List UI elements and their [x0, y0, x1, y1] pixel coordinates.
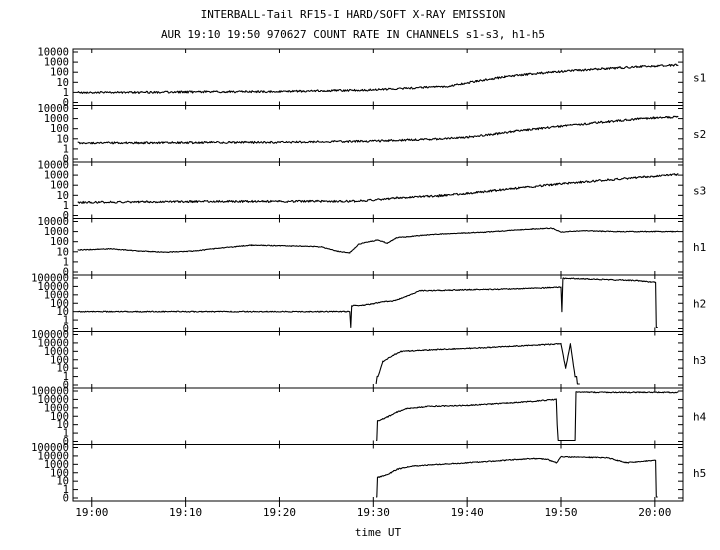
- panel-frame: [72, 387, 684, 445]
- y-tick-label: 0: [63, 436, 69, 448]
- y-tick-label: 10000: [37, 160, 69, 172]
- y-tick-label: 100: [50, 467, 69, 479]
- y-tick-label: 10: [56, 419, 69, 431]
- y-tick-label: 100: [50, 298, 69, 310]
- y-tick-label: 1000: [44, 226, 69, 238]
- series-line-h4: [376, 391, 679, 442]
- x-tick-label: 19:40: [451, 506, 484, 519]
- y-tick-label: 0: [63, 493, 69, 505]
- y-tick-label: 100: [50, 354, 69, 366]
- y-tick-label: 100: [50, 123, 69, 135]
- y-tick-label: 1: [63, 315, 69, 327]
- y-tick-label: 1000: [44, 170, 69, 182]
- y-tick-label: 0: [63, 154, 69, 166]
- y-tick-label: 10000: [37, 103, 69, 115]
- y-tick-label: 1: [63, 428, 69, 440]
- x-tick-label: 19:30: [357, 506, 390, 519]
- channel-label: h5: [693, 467, 706, 480]
- x-axis: 19:00 19:10 19:20 19:30 19:40 19:50 20:00: [75, 501, 671, 519]
- y-tick-label: 10000: [37, 450, 69, 462]
- series-line-h1: [77, 227, 679, 254]
- x-tick-label: 19:00: [75, 506, 108, 519]
- y-tick-label: 1000: [44, 346, 69, 358]
- y-tick-label: 1: [63, 87, 69, 99]
- y-tick-label: 10000: [37, 216, 69, 228]
- y-tick-label: 100000: [31, 329, 69, 341]
- x-tick-label: 19:50: [544, 506, 577, 519]
- y-tick-label: 0: [63, 323, 69, 335]
- x-tick-label: 20:00: [638, 506, 671, 519]
- y-tick-label: 1000: [44, 459, 69, 471]
- y-tick-label: 1000: [44, 402, 69, 414]
- y-tick-label: 1: [63, 256, 69, 268]
- x-tick-label: 19:20: [263, 506, 296, 519]
- y-tick-label: 0: [63, 97, 69, 109]
- y-tick-label: 1: [63, 371, 69, 383]
- channel-label: h1: [693, 241, 706, 254]
- y-tick-label: 100: [50, 236, 69, 248]
- channel-label: h2: [693, 297, 706, 310]
- y-tick-label: 10000: [37, 394, 69, 406]
- x-tick-label: 19:10: [169, 506, 202, 519]
- channel-label: s1: [693, 71, 706, 84]
- series-line-s2: [77, 115, 679, 145]
- series-line-s1: [77, 63, 679, 94]
- chart-title: INTERBALL-Tail RF15-I HARD/SOFT X-RAY EM…: [201, 8, 506, 21]
- y-tick-label: 100000: [31, 442, 69, 454]
- channel-label: s2: [693, 128, 706, 141]
- y-tick-label: 0: [63, 210, 69, 222]
- channel-label: h3: [693, 354, 706, 367]
- y-tick-label: 10: [56, 476, 69, 488]
- panel-frame: [72, 161, 684, 219]
- y-tick-label: 10: [56, 190, 69, 202]
- y-tick-label: 0: [63, 380, 69, 392]
- y-tick-label: 100000: [31, 386, 69, 398]
- y-tick-label: 1000: [44, 289, 69, 301]
- panel-frame: [72, 331, 684, 389]
- panel-frame: [72, 105, 684, 163]
- y-tick-label: 10000: [37, 47, 69, 59]
- y-tick-label: 10: [56, 77, 69, 89]
- panels: 1000010001001010s11000010001001010s21000…: [31, 47, 707, 505]
- y-tick-label: 10: [56, 133, 69, 145]
- y-tick-label: 100: [50, 67, 69, 79]
- series-line-h2: [77, 277, 658, 329]
- y-tick-label: 0: [63, 267, 69, 279]
- x-axis-label: time UT: [355, 526, 402, 539]
- series-line-h5: [376, 455, 658, 498]
- panel-frame: [72, 444, 684, 502]
- y-tick-label: 1: [63, 143, 69, 155]
- series-line-s3: [77, 173, 679, 204]
- chart-subtitle: AUR 19:10 19:50 970627 COUNT RATE IN CHA…: [161, 28, 545, 41]
- channel-label: h4: [693, 410, 707, 423]
- y-tick-label: 1: [63, 200, 69, 212]
- y-tick-label: 10000: [37, 337, 69, 349]
- y-tick-label: 1000: [44, 57, 69, 69]
- y-tick-label: 100000: [31, 273, 69, 285]
- series-line-h3: [375, 342, 580, 385]
- channel-label: s3: [693, 184, 706, 197]
- panel-frame: [72, 218, 684, 276]
- y-tick-label: 10: [56, 246, 69, 258]
- panel-frame: [72, 48, 684, 106]
- y-tick-label: 10000: [37, 281, 69, 293]
- y-tick-label: 1000: [44, 113, 69, 125]
- y-tick-label: 10: [56, 363, 69, 375]
- y-tick-label: 10: [56, 306, 69, 318]
- y-tick-label: 1: [63, 484, 69, 496]
- y-tick-label: 100: [50, 411, 69, 423]
- y-tick-label: 100: [50, 180, 69, 192]
